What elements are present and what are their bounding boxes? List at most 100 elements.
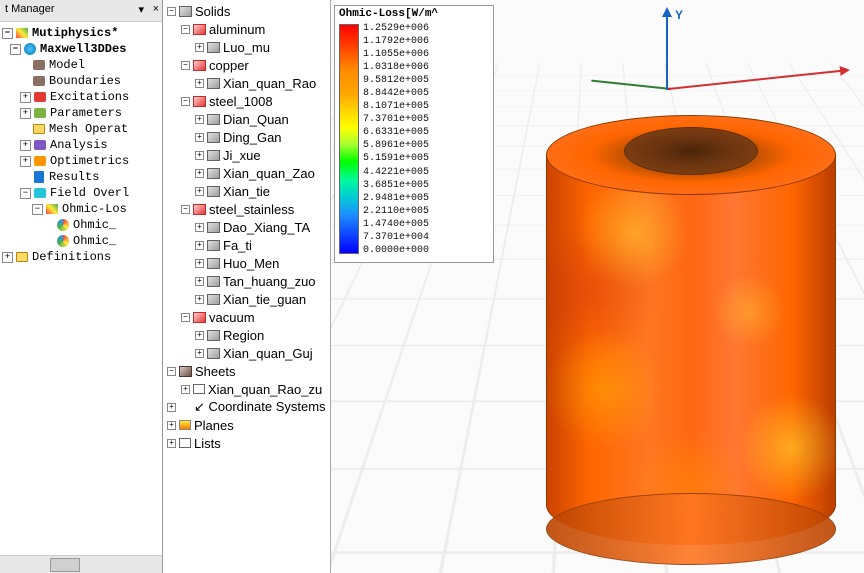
expander-icon[interactable]: − [181, 205, 190, 214]
expander-icon[interactable]: + [195, 79, 204, 88]
model-tree: −Solids−aluminum+Luo_mu−copper+Xian_quan… [163, 0, 330, 454]
object-node[interactable]: +Huo_Men [165, 254, 328, 272]
object-node[interactable]: +Dao_Xiang_TA [165, 218, 328, 236]
tree-label: Lists [194, 436, 221, 451]
expander-icon[interactable]: + [195, 115, 204, 124]
tree-label: Xian_tie_guan [223, 292, 306, 307]
cylinder-hole [624, 127, 758, 175]
project-tree: − Mutiphysics* − Maxwell3DDes Model Boun… [0, 22, 162, 555]
expander-icon[interactable]: − [2, 28, 13, 39]
expander-icon[interactable]: + [167, 421, 176, 430]
expander-icon[interactable]: + [195, 331, 204, 340]
material-node[interactable]: −steel_stainless [165, 200, 328, 218]
design-node[interactable]: − Maxwell3DDes [2, 41, 160, 57]
object-icon [207, 150, 220, 161]
material-node[interactable]: − aluminum [165, 20, 328, 38]
planes-node[interactable]: +Planes [165, 416, 328, 434]
tree-model[interactable]: Model [2, 57, 160, 73]
expander-icon[interactable]: − [32, 204, 43, 215]
material-node[interactable]: −vacuum [165, 308, 328, 326]
expander-icon[interactable]: − [181, 97, 190, 106]
object-node[interactable]: +Region [165, 326, 328, 344]
object-icon [207, 114, 220, 125]
expander-icon[interactable]: + [195, 133, 204, 142]
material-node[interactable]: − steel_1008 [165, 92, 328, 110]
expander-icon[interactable]: + [195, 259, 204, 268]
tree-ohmic-item[interactable]: Ohmic_ [2, 233, 160, 249]
object-icon [207, 186, 220, 197]
tree-field-overlay[interactable]: −Field Overl [2, 185, 160, 201]
expander-icon[interactable]: + [195, 43, 204, 52]
expander-icon[interactable]: + [167, 403, 176, 412]
object-node[interactable]: +Ding_Gan [165, 128, 328, 146]
sheet-item[interactable]: + Xian_quan_Rao_zu [165, 380, 328, 398]
project-root[interactable]: − Mutiphysics* [2, 25, 160, 41]
tree-label: steel_1008 [209, 94, 273, 109]
object-node[interactable]: +Tan_huang_zuo [165, 272, 328, 290]
tree-definitions[interactable]: +Definitions [2, 249, 160, 265]
expander-icon[interactable]: + [195, 169, 204, 178]
3d-view[interactable]: Ohmic-Loss[W/m^ 1.2529e+0061.1792e+0061.… [331, 0, 864, 573]
expander-icon[interactable]: + [195, 295, 204, 304]
expander-icon[interactable]: − [181, 61, 190, 70]
expander-icon[interactable]: − [181, 313, 190, 322]
cylinder-bottom [546, 493, 836, 565]
tree-mesh-operat[interactable]: Mesh Operat [2, 121, 160, 137]
expander-icon[interactable]: + [195, 151, 204, 160]
coord-systems-node[interactable]: +↙ Coordinate Systems [165, 398, 328, 416]
object-icon [193, 384, 205, 394]
lists-node[interactable]: + Lists [165, 434, 328, 452]
expander-icon[interactable]: + [20, 140, 31, 151]
expander-icon[interactable]: + [195, 187, 204, 196]
tree-label: Xian_quan_Zao [223, 166, 315, 181]
tree-analysis[interactable]: +Analysis [2, 137, 160, 153]
tree-boundaries[interactable]: Boundaries [2, 73, 160, 89]
expander-icon[interactable]: − [167, 7, 176, 16]
sheets-node[interactable]: −Sheets [165, 362, 328, 380]
object-node[interactable]: + Xian_tie_guan [165, 290, 328, 308]
expander-icon[interactable]: + [20, 156, 31, 167]
object-node[interactable]: +Ji_xue [165, 146, 328, 164]
object-node[interactable]: + Xian_quan_Zao [165, 164, 328, 182]
expander-icon[interactable]: − [181, 25, 190, 34]
expander-icon[interactable]: − [10, 44, 21, 55]
solids-node[interactable]: −Solids [165, 2, 328, 20]
tree-ohmic-loss[interactable]: −Ohmic-Los [2, 201, 160, 217]
tree-excitations[interactable]: +Excitations [2, 89, 160, 105]
tree-label: Xian_quan_Guj [223, 346, 313, 361]
object-node[interactable]: +Fa_ti [165, 236, 328, 254]
tree-optimetrics[interactable]: +Optimetrics [2, 153, 160, 169]
dropdown-icon[interactable]: ▾ [138, 3, 144, 16]
object-node[interactable]: +Dian_Quan [165, 110, 328, 128]
object-node[interactable]: +Xian_tie [165, 182, 328, 200]
close-icon[interactable]: × [153, 3, 159, 15]
expander-icon[interactable]: + [167, 439, 176, 448]
expander-icon[interactable]: + [195, 277, 204, 286]
h-scrollbar[interactable] [0, 555, 162, 573]
expander-icon[interactable]: + [195, 349, 204, 358]
material-node[interactable]: −copper [165, 56, 328, 74]
object-node[interactable]: + Xian_quan_Guj [165, 344, 328, 362]
legend-tick: 1.2529e+006 [363, 24, 429, 34]
cylinder-model[interactable] [546, 115, 836, 565]
expander-icon[interactable]: − [20, 188, 31, 199]
scroll-thumb[interactable] [50, 558, 80, 572]
expander-icon[interactable]: + [181, 385, 190, 394]
tree-ohmic-item[interactable]: Ohmic_ [2, 217, 160, 233]
tree-label: aluminum [209, 22, 265, 37]
tree-results[interactable]: Results [2, 169, 160, 185]
expander-icon[interactable]: + [195, 241, 204, 250]
expander-icon[interactable]: − [167, 367, 176, 376]
legend-tick: 3.6851e+005 [363, 181, 429, 191]
expander-icon[interactable]: + [20, 108, 31, 119]
expander-icon[interactable]: + [20, 92, 31, 103]
tree-label: Xian_quan_Rao_zu [208, 382, 322, 397]
expander-icon[interactable]: + [2, 252, 13, 263]
expander-icon[interactable]: + [195, 223, 204, 232]
legend-tick: 5.8961e+005 [363, 141, 429, 151]
object-icon [193, 24, 206, 35]
axis-y [666, 15, 668, 90]
tree-parameters[interactable]: +Parameters [2, 105, 160, 121]
object-node[interactable]: +Luo_mu [165, 38, 328, 56]
object-node[interactable]: +Xian_quan_Rao [165, 74, 328, 92]
